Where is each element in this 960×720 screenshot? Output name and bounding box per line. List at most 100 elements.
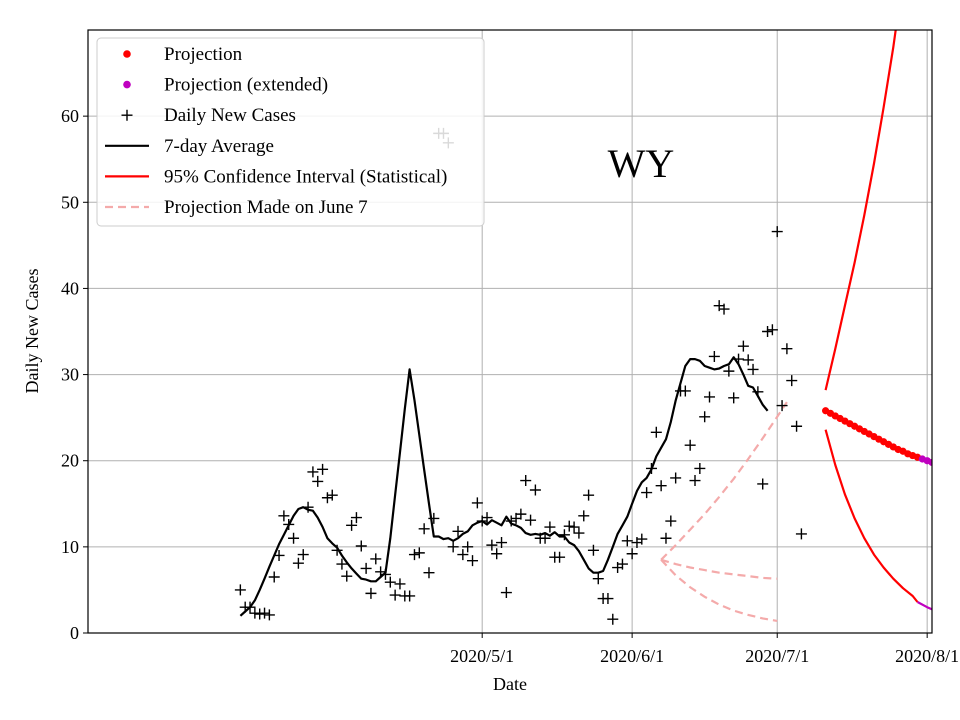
daily-case-point: [379, 568, 391, 580]
daily-case-point: [249, 607, 261, 619]
7-day-average-line: [239, 356, 769, 617]
daily-case-point: [307, 466, 319, 478]
daily-case-point: [573, 527, 585, 539]
daily-case-point: [283, 518, 295, 530]
daily-case-point: [568, 521, 580, 533]
daily-case-point: [641, 487, 653, 499]
daily-case-point: [302, 501, 314, 513]
x-tick-label: 2020/7/1: [745, 646, 809, 666]
legend-label-avg: 7-day Average: [164, 136, 274, 157]
daily-case-point: [650, 426, 662, 438]
daily-case-point: [278, 510, 290, 522]
daily-case-point: [471, 497, 483, 509]
daily-case-point: [370, 553, 382, 565]
daily-case-point: [297, 549, 309, 561]
daily-case-point: [795, 528, 807, 540]
daily-case-point: [757, 478, 769, 490]
y-tick-label: 10: [61, 537, 79, 557]
daily-case-point: [670, 472, 682, 484]
daily-case-point: [481, 512, 493, 524]
daily-case-point: [288, 532, 300, 544]
daily-case-point: [467, 555, 479, 567]
daily-case-point: [312, 475, 324, 487]
daily-case-point: [578, 510, 590, 522]
legend-label-projection_ext: Projection (extended): [164, 75, 328, 96]
daily-case-point: [525, 514, 537, 526]
daily-case-point: [244, 601, 256, 613]
daily-case-point: [500, 587, 512, 599]
daily-case-point: [452, 525, 464, 537]
daily-case-point: [723, 365, 735, 377]
legend: Projection Projection (extended) Daily New…: [96, 37, 485, 227]
daily-case-point: [645, 462, 657, 474]
y-tick-label: 60: [61, 106, 79, 126]
daily-case-point: [268, 571, 280, 583]
daily-case-point: [336, 558, 348, 570]
x-tick-label: 2020/6/1: [600, 646, 664, 666]
x-axis-title: Date: [493, 674, 527, 694]
daily-case-point: [273, 549, 285, 561]
daily-case-point: [733, 353, 745, 365]
y-tick-label: 40: [61, 278, 79, 298]
daily-case-point: [428, 512, 440, 524]
daily-case-point: [544, 521, 556, 533]
daily-case-point: [462, 541, 474, 553]
95-confidence-interval-lower-line: [824, 429, 919, 603]
daily-case-point: [375, 566, 387, 578]
projection-made-on-june-7-lower-line: [660, 559, 778, 622]
daily-case-point: [457, 549, 469, 561]
daily-case-point: [592, 573, 604, 585]
projection-made-on-june-7-middle-line: [660, 558, 778, 580]
daily-case-point: [699, 411, 711, 423]
daily-case-point: [234, 584, 246, 596]
daily-case-point: [660, 532, 672, 544]
daily-case-point: [737, 340, 749, 352]
legend-label-ci: 95% Confidence Interval (Statistical): [164, 166, 447, 187]
daily-case-point: [684, 439, 696, 451]
daily-case-point: [515, 508, 527, 520]
state-annotation: WY: [608, 141, 675, 186]
legend-label-daily: Daily New Cases: [164, 105, 296, 126]
daily-case-point: [486, 539, 498, 551]
axis-ticks: 0 10 20 30 40 50 60 2020/5/1 2020/6/1 2020/7/1 202…: [61, 106, 959, 666]
daily-case-point: [292, 557, 304, 569]
daily-case-point: [418, 523, 430, 535]
daily-case-point: [360, 562, 372, 574]
daily-case-point: [607, 613, 619, 625]
daily-case-point: [708, 350, 720, 362]
daily-case-point: [655, 480, 667, 492]
daily-case-point: [781, 343, 793, 355]
daily-case-point: [665, 515, 677, 527]
daily-case-point: [694, 462, 706, 474]
95-confidence-interval-lower-extended-line: [916, 601, 932, 611]
daily-case-point: [491, 548, 503, 560]
daily-case-point: [341, 570, 353, 582]
daily-case-point: [394, 578, 406, 590]
daily-case-point: [558, 529, 570, 541]
daily-case-point: [317, 463, 329, 475]
daily-case-point: [587, 544, 599, 556]
daily-case-point: [321, 492, 333, 504]
daily-case-point: [355, 540, 367, 552]
legend-box: [96, 37, 485, 227]
daily-case-point: [742, 354, 754, 366]
daily-case-point: [776, 400, 788, 412]
daily-case-point: [636, 533, 648, 545]
daily-case-point: [331, 544, 343, 556]
daily-case-point: [679, 385, 691, 397]
daily-case-point: [766, 324, 778, 336]
daily-case-point: [747, 363, 759, 375]
daily-case-point: [254, 608, 266, 620]
daily-case-point: [365, 587, 377, 599]
daily-case-point: [752, 386, 764, 398]
legend-label-projection: Projection: [164, 44, 243, 65]
daily-case-point: [529, 484, 541, 496]
daily-case-point: [263, 609, 275, 621]
daily-case-point: [762, 326, 774, 337]
daily-case-point: [786, 375, 798, 387]
daily-case-point: [621, 535, 633, 547]
daily-case-point: [718, 303, 730, 315]
x-tick-label: 2020/8/1: [895, 646, 959, 666]
daily-case-point: [583, 489, 595, 501]
